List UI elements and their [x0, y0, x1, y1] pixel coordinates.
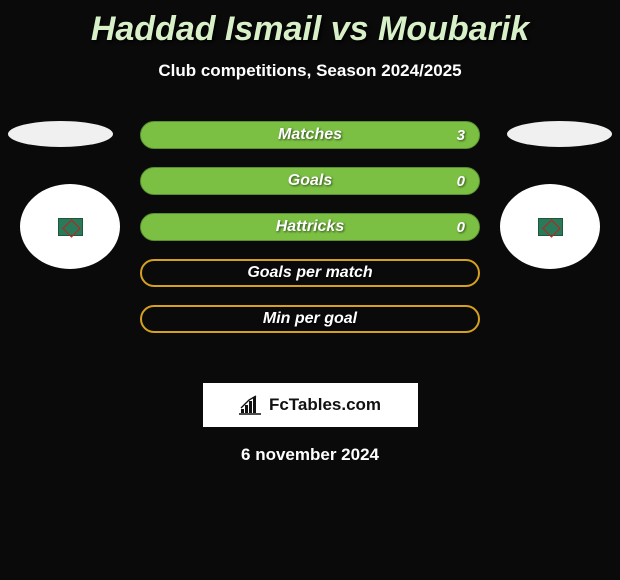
stat-label: Min per goal	[263, 310, 357, 328]
stat-bar-goals: Goals 0	[140, 167, 480, 195]
stat-label: Goals per match	[247, 264, 372, 282]
stat-value: 3	[457, 127, 465, 144]
stat-bar-min-per-goal: Min per goal	[140, 305, 480, 333]
date-text: 6 november 2024	[0, 445, 620, 465]
player1-avatar	[20, 184, 120, 269]
player2-flag-icon	[538, 218, 563, 236]
stat-label: Matches	[278, 126, 342, 144]
page-title: Haddad Ismail vs Moubarik	[0, 0, 620, 49]
comparison-panel: Matches 3 Goals 0 Hattricks 0 Goals per …	[0, 121, 620, 381]
stat-value: 0	[457, 173, 465, 190]
stat-value: 0	[457, 219, 465, 236]
brand-text: FcTables.com	[269, 395, 381, 415]
stat-bar-hattricks: Hattricks 0	[140, 213, 480, 241]
brand-box: FcTables.com	[203, 383, 418, 427]
subtitle: Club competitions, Season 2024/2025	[0, 61, 620, 81]
stat-label: Goals	[288, 172, 332, 190]
player1-oval	[8, 121, 113, 147]
stats-bars: Matches 3 Goals 0 Hattricks 0 Goals per …	[140, 121, 480, 333]
brand-chart-icon	[239, 395, 265, 415]
stat-bar-goals-per-match: Goals per match	[140, 259, 480, 287]
player2-oval	[507, 121, 612, 147]
stat-label: Hattricks	[276, 218, 344, 236]
stat-bar-matches: Matches 3	[140, 121, 480, 149]
player1-flag-icon	[58, 218, 83, 236]
player2-avatar	[500, 184, 600, 269]
